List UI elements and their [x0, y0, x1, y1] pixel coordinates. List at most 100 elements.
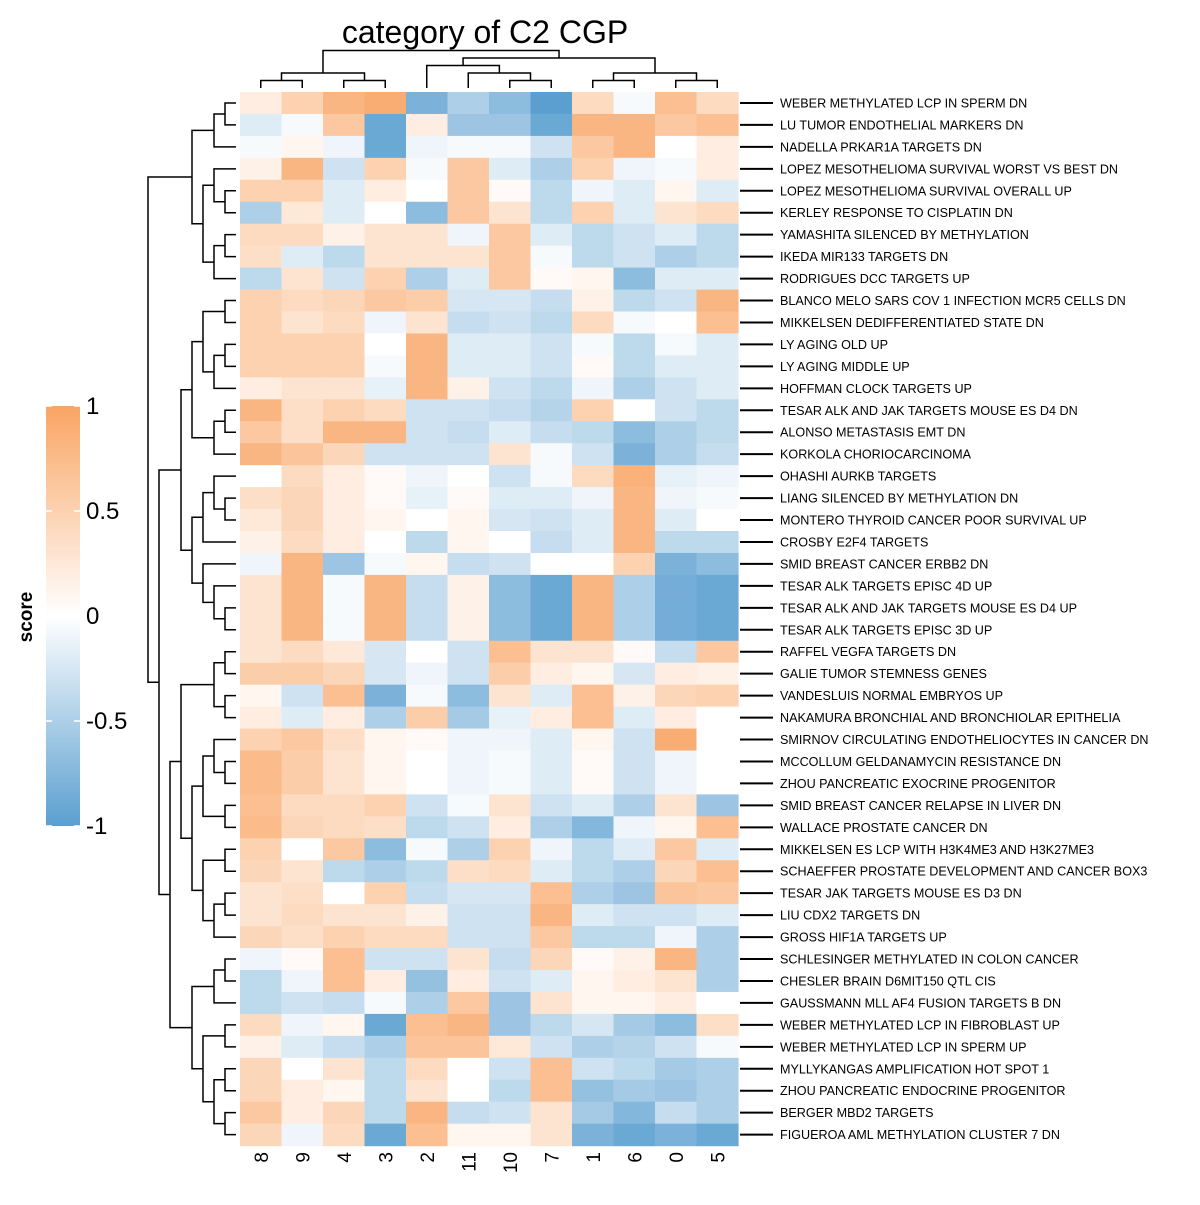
heatmap-cell [447, 706, 490, 730]
heatmap-cell [323, 838, 366, 861]
heatmap-cell [364, 816, 407, 839]
heatmap-cell [655, 399, 698, 422]
heatmap-cell [323, 531, 366, 554]
heatmap-cell [613, 443, 656, 466]
heatmap-cell [613, 1013, 656, 1037]
heatmap-cell [530, 377, 573, 400]
heatmap-cell [406, 487, 449, 510]
row-label: SMID BREAST CANCER ERBB2 DN [780, 557, 988, 571]
heatmap-cell [240, 991, 283, 1015]
heatmap-cell [364, 794, 407, 817]
heatmap-cell [240, 157, 283, 181]
heatmap-cell [406, 684, 449, 708]
heatmap-cell [364, 948, 407, 971]
heatmap-cell [406, 640, 449, 664]
heatmap-cell [572, 267, 615, 291]
heatmap-cell [530, 662, 573, 686]
dendrogram-link [224, 848, 236, 872]
heatmap-cell [696, 443, 739, 466]
heatmap-cell [281, 399, 324, 422]
heatmap-cell [530, 926, 573, 949]
dendrogram-link [224, 650, 236, 675]
heatmap-cell [489, 92, 532, 115]
heatmap-cell [696, 684, 739, 708]
heatmap-cell [406, 552, 449, 576]
heatmap-cell [696, 970, 739, 993]
heatmap-cell [530, 838, 573, 861]
heatmap-cell [281, 794, 324, 817]
heatmap-cell [447, 157, 490, 181]
heatmap-cell [655, 618, 698, 642]
dendrogram-link [509, 79, 552, 88]
row-label: SMID BREAST CANCER RELAPSE IN LIVER DN [780, 799, 1061, 813]
heatmap-cell [406, 1057, 449, 1081]
heatmap-cell [281, 1057, 324, 1081]
dendrogram-link [213, 1079, 225, 1125]
dendrogram-link [191, 516, 203, 584]
heatmap-cell [281, 882, 324, 905]
heatmap-cell [406, 618, 449, 642]
heatmap-cell [696, 245, 739, 269]
heatmap-cell [406, 245, 449, 269]
heatmap-cell [696, 948, 739, 971]
heatmap-cell [696, 794, 739, 817]
dendrogram-link [224, 1024, 236, 1048]
heatmap-cell [323, 355, 366, 378]
heatmap-cell [572, 618, 615, 642]
heatmap-cell [240, 838, 283, 861]
heatmap-cell [572, 333, 615, 356]
heatmap-cell [613, 465, 656, 488]
heatmap-cell [530, 552, 573, 576]
heatmap-cell [447, 333, 490, 356]
row-label: GROSS HIF1A TARGETS UP [780, 931, 947, 945]
heatmap-cell [447, 640, 490, 664]
heatmap-cell [572, 706, 615, 730]
heatmap-cell [406, 926, 449, 949]
heatmap-cell [530, 179, 573, 203]
heatmap-cell [613, 487, 656, 510]
heatmap-cell [696, 179, 739, 203]
column-label: 6 [625, 1152, 646, 1163]
heatmap-cell [281, 421, 324, 444]
heatmap-cell [447, 838, 490, 861]
heatmap-cell [655, 355, 698, 378]
heatmap-cell [240, 113, 283, 137]
heatmap-cell [613, 882, 656, 905]
heatmap-cell [364, 92, 407, 115]
heatmap-cell [489, 113, 532, 137]
heatmap-cell [655, 1035, 698, 1059]
heatmap-cell [406, 750, 449, 774]
heatmap-cell [613, 640, 656, 664]
heatmap-cell [696, 1101, 739, 1125]
heatmap-cell [240, 135, 283, 159]
heatmap-cell [696, 860, 739, 883]
heatmap-cell [613, 1035, 656, 1059]
dendrogram-link [180, 388, 192, 551]
heatmap-cell [364, 179, 407, 203]
heatmap-cell [655, 772, 698, 795]
legend-tick-label: 0.5 [86, 498, 119, 525]
dendrogram-link [224, 804, 236, 829]
heatmap-cell [281, 1079, 324, 1103]
heatmap-cell [530, 487, 573, 510]
heatmap-cell [572, 816, 615, 839]
heatmap-cell [447, 794, 490, 817]
heatmap-cell [572, 750, 615, 774]
heatmap-cell [447, 223, 490, 247]
column-label: 9 [293, 1152, 314, 1163]
row-label: GAUSSMANN MLL AF4 FUSION TARGETS B DN [780, 996, 1061, 1010]
heatmap-cell [406, 948, 449, 971]
heatmap-cell [447, 948, 490, 971]
heatmap-cell [447, 487, 490, 510]
heatmap-cell [447, 816, 490, 839]
heatmap-cell [364, 1057, 407, 1081]
heatmap-cell [489, 443, 532, 466]
heatmap-cell [364, 860, 407, 883]
dendrogram-link [224, 497, 236, 521]
row-label: TESAR ALK AND JAK TARGETS MOUSE ES D4 UP [780, 601, 1077, 615]
heatmap-cell [489, 509, 532, 532]
heatmap-cell [613, 223, 656, 247]
heatmap-cell [613, 970, 656, 993]
row-label: SCHLESINGER METHYLATED IN COLON CANCER [780, 953, 1079, 967]
row-label: SCHAEFFER PROSTATE DEVELOPMENT AND CANCE… [780, 865, 1147, 879]
